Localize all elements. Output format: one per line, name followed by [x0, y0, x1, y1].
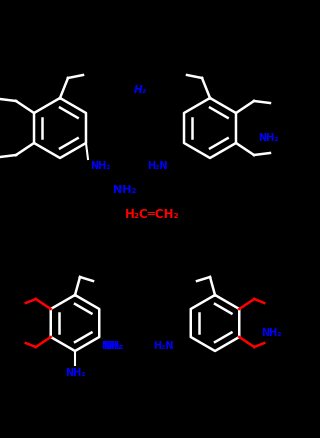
Text: H₂N: H₂N — [153, 341, 173, 351]
Text: H₂N: H₂N — [147, 161, 167, 171]
Text: NH₂: NH₂ — [90, 161, 110, 171]
Text: NH₂: NH₂ — [258, 133, 278, 143]
Text: NH₂: NH₂ — [103, 341, 124, 351]
Text: NH₂: NH₂ — [65, 368, 85, 378]
Text: H₂: H₂ — [133, 85, 147, 95]
Text: NH₂: NH₂ — [261, 328, 282, 338]
Text: NH₂: NH₂ — [113, 185, 137, 195]
Text: NH₂: NH₂ — [101, 341, 122, 351]
Text: H₂C═CH₂: H₂C═CH₂ — [125, 208, 179, 220]
